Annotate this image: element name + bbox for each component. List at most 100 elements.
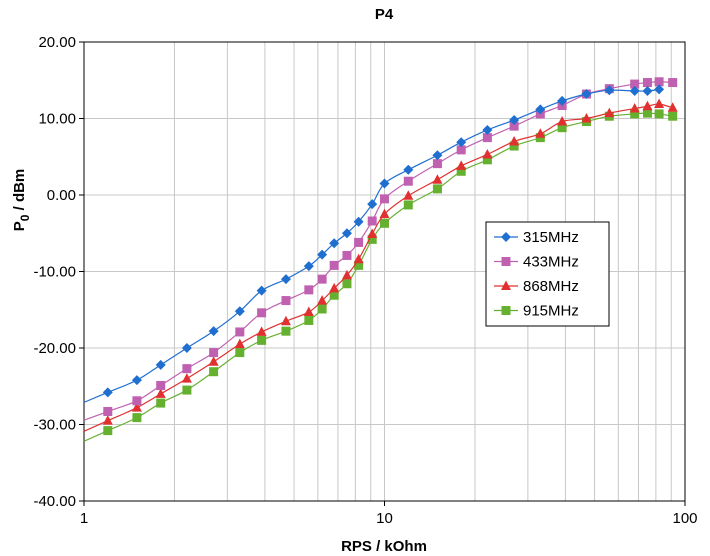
data-point-315mhz [403, 164, 414, 175]
data-point-915mhz [432, 184, 442, 194]
data-point-868mhz [353, 253, 364, 264]
y-axis-title-main: P [11, 221, 28, 231]
data-point-868mhz [535, 128, 546, 138]
data-point-315mhz [329, 238, 340, 249]
data-point-868mhz [604, 107, 615, 118]
data-point-315mhz [654, 84, 665, 95]
data-point-433mhz [257, 308, 267, 318]
data-point-915mhz [103, 426, 113, 436]
data-point-915mhz [156, 398, 166, 408]
data-point-868mhz [667, 102, 678, 112]
axis-ticks: -40.00 -30.00 -20.00 -10.00 0.00 10.00 20.00 1 1… [33, 34, 697, 527]
y-axis-title-rest: / dBm [11, 169, 28, 215]
data-point-433mhz [367, 216, 377, 226]
series-868mhz [83, 98, 678, 432]
x-tick-label: 1 [80, 510, 88, 527]
data-point-868mhz [329, 282, 340, 293]
data-point-315mhz [102, 387, 113, 398]
data-point-433mhz [654, 77, 664, 87]
data-point-315mhz [581, 89, 592, 100]
data-point-915mhz [354, 260, 364, 270]
data-point-433mhz [642, 78, 652, 88]
x-tick-label: 100 [672, 510, 697, 527]
data-point-868mhz [432, 174, 443, 184]
data-point-433mhz [509, 121, 519, 131]
y-axis-title-sub: 0 [18, 214, 32, 221]
data-point-915mhz [380, 218, 389, 228]
data-point-915mhz [182, 385, 192, 395]
data-point-433mhz [482, 133, 492, 143]
data-point-915mhz [668, 111, 678, 121]
data-point-868mhz [509, 135, 520, 146]
data-point-868mhz [208, 356, 219, 366]
data-point-915mhz [209, 367, 219, 377]
data-point-315mhz [353, 216, 364, 227]
data-point-868mhz [181, 373, 192, 383]
data-point-868mhz [456, 160, 467, 170]
data-point-433mhz [304, 285, 314, 295]
data-point-868mhz [131, 402, 142, 412]
data-point-315mhz [379, 178, 390, 189]
data-point-433mhz [209, 348, 219, 358]
data-point-315mhz [367, 199, 378, 210]
legend-marker [501, 232, 511, 242]
data-point-433mhz [630, 79, 640, 89]
data-point-915mhz [235, 348, 245, 358]
legend-marker [501, 257, 511, 266]
data-point-915mhz [367, 234, 377, 244]
data-point-315mhz [303, 261, 314, 272]
legend-marker [501, 280, 511, 290]
data-point-915mhz [456, 166, 466, 176]
data-point-433mhz [380, 194, 389, 204]
data-point-915mhz [654, 109, 664, 119]
data-point-315mhz [256, 285, 267, 296]
data-point-868mhz [280, 315, 291, 326]
data-point-433mhz [182, 364, 192, 374]
data-point-868mhz [482, 148, 493, 159]
data-point-868mhz [629, 103, 640, 113]
y-tick-label: -30.00 [33, 417, 76, 434]
data-point-915mhz [630, 109, 640, 119]
data-point-315mhz [629, 85, 640, 96]
data-point-433mhz [403, 176, 413, 186]
data-point-433mhz [103, 406, 113, 416]
data-point-915mhz [304, 315, 314, 325]
y-tick-label: -40.00 [33, 493, 76, 510]
data-point-868mhz [557, 116, 568, 126]
y-tick-label: 20.00 [38, 34, 76, 51]
data-point-315mhz [509, 115, 520, 126]
data-point-433mhz [456, 145, 466, 155]
data-point-315mhz [131, 375, 142, 386]
legend-label: 433MHz [523, 254, 579, 271]
data-point-433mhz [156, 380, 166, 390]
data-point-868mhz [234, 338, 245, 349]
data-point-868mhz [303, 306, 314, 317]
data-point-915mhz [342, 279, 352, 289]
data-point-915mhz [281, 326, 291, 336]
data-point-315mhz [155, 359, 166, 370]
data-point-433mhz [317, 274, 327, 284]
data-point-868mhz [379, 208, 390, 219]
data-point-868mhz [581, 113, 592, 123]
legend-label: 915MHz [523, 303, 579, 320]
data-point-315mhz [535, 104, 546, 115]
data-point-315mhz [234, 306, 245, 317]
series-line-315mhz [83, 88, 660, 403]
legend-label: 315MHz [523, 229, 579, 246]
series-315mhz [83, 84, 665, 403]
data-point-433mhz [329, 260, 339, 270]
data-point-915mhz [642, 108, 652, 118]
y-axis-title: P0 / dBm [11, 169, 32, 232]
data-point-868mhz [256, 326, 267, 336]
data-point-868mhz [102, 415, 113, 425]
y-tick-label: 0.00 [47, 187, 76, 204]
y-tick-label: -20.00 [33, 340, 76, 357]
legend-marker [501, 306, 511, 315]
data-point-315mhz [604, 85, 615, 96]
data-point-315mhz [456, 137, 467, 148]
data-point-915mhz [482, 155, 492, 165]
data-point-433mhz [668, 78, 678, 88]
data-point-915mhz [403, 200, 413, 210]
data-point-868mhz [367, 228, 378, 239]
